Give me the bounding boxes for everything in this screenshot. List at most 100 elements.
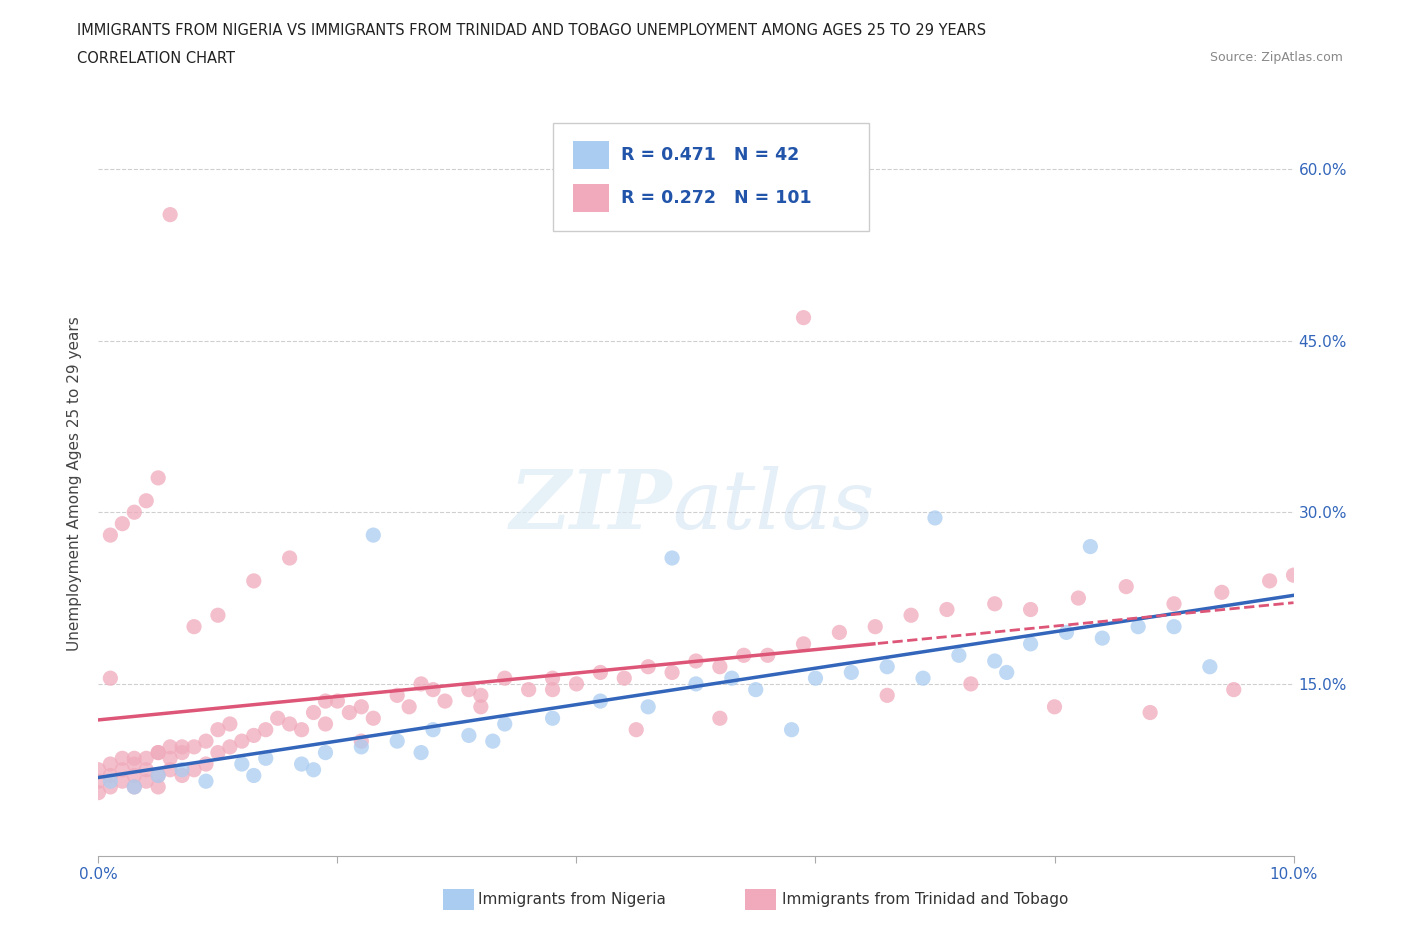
- Point: [900, 608, 922, 623]
- Point: [709, 711, 731, 725]
- Point: [254, 723, 277, 737]
- Point: [98, 779, 122, 794]
- Point: [98, 757, 122, 772]
- Point: [124, 505, 146, 520]
- Point: [124, 779, 146, 794]
- Point: [912, 671, 935, 685]
- FancyBboxPatch shape: [572, 140, 609, 169]
- Point: [1128, 619, 1150, 634]
- Point: [637, 659, 659, 674]
- Point: [278, 551, 301, 565]
- Point: [219, 716, 242, 731]
- Point: [243, 574, 266, 589]
- Point: [948, 648, 970, 663]
- Point: [876, 688, 898, 703]
- Point: [195, 774, 218, 789]
- Point: [995, 665, 1018, 680]
- Point: [172, 739, 194, 754]
- Point: [517, 683, 540, 698]
- Point: [541, 683, 564, 698]
- Point: [98, 527, 122, 542]
- Point: [385, 734, 409, 749]
- Point: [207, 745, 229, 760]
- Point: [148, 745, 170, 760]
- Point: [1199, 659, 1222, 674]
- Point: [876, 659, 898, 674]
- Point: [148, 779, 170, 794]
- Point: [363, 711, 385, 725]
- FancyBboxPatch shape: [553, 123, 869, 231]
- Point: [135, 751, 157, 765]
- Point: [183, 739, 205, 754]
- Point: [111, 751, 134, 765]
- Point: [98, 774, 122, 789]
- Point: [254, 751, 277, 765]
- Point: [183, 619, 205, 634]
- Point: [1019, 636, 1042, 651]
- Point: [984, 654, 1007, 669]
- Point: [124, 779, 146, 794]
- Text: R = 0.272   N = 101: R = 0.272 N = 101: [620, 189, 811, 206]
- Point: [135, 493, 157, 508]
- Point: [148, 768, 170, 783]
- Point: [135, 763, 157, 777]
- Point: [278, 716, 301, 731]
- Point: [685, 676, 707, 691]
- Point: [291, 757, 314, 772]
- Text: Source: ZipAtlas.com: Source: ZipAtlas.com: [1209, 51, 1343, 64]
- Point: [793, 311, 815, 325]
- Point: [589, 694, 612, 709]
- Point: [315, 745, 337, 760]
- Point: [1080, 539, 1102, 554]
- FancyBboxPatch shape: [572, 184, 609, 212]
- Point: [350, 739, 373, 754]
- Point: [828, 625, 851, 640]
- Text: IMMIGRANTS FROM NIGERIA VS IMMIGRANTS FROM TRINIDAD AND TOBAGO UNEMPLOYMENT AMON: IMMIGRANTS FROM NIGERIA VS IMMIGRANTS FR…: [77, 23, 987, 38]
- Point: [111, 774, 134, 789]
- Point: [411, 745, 433, 760]
- Point: [936, 602, 959, 617]
- Point: [159, 751, 181, 765]
- Point: [589, 665, 612, 680]
- Point: [494, 671, 516, 685]
- Point: [1163, 596, 1185, 611]
- Point: [613, 671, 636, 685]
- Point: [1043, 699, 1066, 714]
- Point: [183, 763, 205, 777]
- Point: [195, 757, 218, 772]
- Point: [482, 734, 505, 749]
- Point: [243, 728, 266, 743]
- Point: [291, 723, 314, 737]
- Point: [339, 705, 361, 720]
- Point: [111, 763, 134, 777]
- Point: [637, 699, 659, 714]
- Point: [494, 716, 516, 731]
- Point: [565, 676, 588, 691]
- Point: [302, 763, 325, 777]
- Point: [124, 757, 146, 772]
- Point: [326, 694, 349, 709]
- Point: [984, 596, 1007, 611]
- Point: [422, 683, 444, 698]
- Point: [804, 671, 827, 685]
- Point: [1211, 585, 1233, 600]
- Point: [841, 665, 863, 680]
- Point: [148, 745, 170, 760]
- Point: [267, 711, 290, 725]
- Point: [745, 683, 768, 698]
- Point: [231, 757, 253, 772]
- Point: [1282, 567, 1305, 582]
- Text: Immigrants from Nigeria: Immigrants from Nigeria: [478, 892, 666, 907]
- Point: [661, 665, 683, 680]
- Point: [709, 659, 731, 674]
- Point: [124, 751, 146, 765]
- Point: [1067, 591, 1090, 605]
- Point: [756, 648, 779, 663]
- Point: [661, 551, 683, 565]
- Point: [541, 711, 564, 725]
- Point: [172, 768, 194, 783]
- Text: R = 0.471   N = 42: R = 0.471 N = 42: [620, 146, 799, 164]
- Point: [924, 511, 946, 525]
- Point: [1019, 602, 1042, 617]
- Point: [98, 768, 122, 783]
